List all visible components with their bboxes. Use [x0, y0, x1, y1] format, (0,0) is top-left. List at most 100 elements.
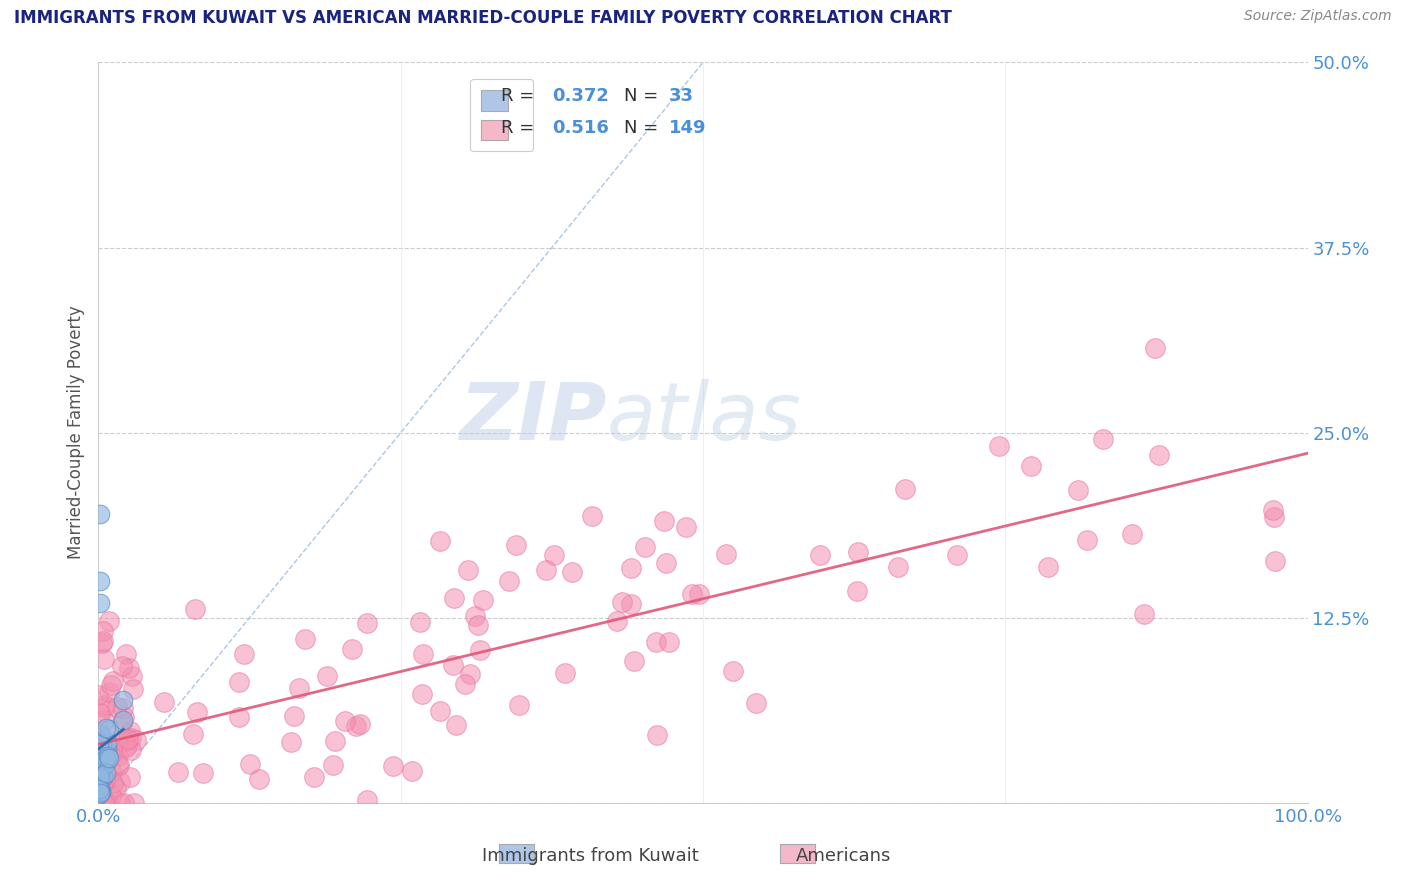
Point: [193, 766, 215, 780]
Text: R =: R =: [501, 87, 540, 104]
Point: [90, 745, 112, 759]
Point: [112, 692, 135, 706]
Point: [96, 736, 118, 750]
Point: [107, 759, 129, 773]
Point: [1091, 432, 1114, 446]
Point: [153, 695, 176, 709]
Point: [688, 587, 710, 601]
Point: [94, 721, 117, 735]
Point: [112, 734, 135, 748]
Point: [401, 764, 423, 778]
Point: [619, 561, 641, 575]
Point: [105, 780, 128, 795]
Point: [96, 796, 118, 810]
Point: [887, 560, 910, 574]
Point: [946, 549, 969, 563]
Point: [472, 593, 495, 607]
Point: [658, 635, 681, 649]
Point: [183, 602, 205, 616]
Point: [561, 566, 583, 580]
Text: Source: ZipAtlas.com: Source: ZipAtlas.com: [1244, 9, 1392, 23]
Point: [89, 706, 111, 720]
Point: [124, 796, 146, 810]
Point: [100, 747, 122, 762]
Point: [89, 596, 111, 610]
Point: [846, 583, 869, 598]
Point: [91, 634, 114, 648]
Text: 0.516: 0.516: [551, 119, 609, 136]
Point: [96, 744, 118, 758]
Point: [93, 761, 115, 775]
Point: [655, 556, 678, 570]
Point: [93, 713, 115, 727]
Point: [96, 796, 118, 810]
Point: [108, 757, 131, 772]
Point: [96, 736, 118, 750]
Point: [120, 743, 142, 757]
Point: [94, 756, 117, 771]
Point: [467, 618, 489, 632]
Point: [610, 595, 633, 609]
Point: [280, 735, 302, 749]
Point: [87, 741, 110, 756]
Point: [93, 773, 115, 788]
Point: [90, 784, 112, 798]
Point: [96, 751, 118, 765]
Point: [1036, 559, 1059, 574]
Point: [90, 757, 112, 772]
Point: [124, 733, 146, 747]
Point: [89, 727, 111, 741]
Point: [90, 730, 112, 744]
Point: [105, 699, 128, 714]
Point: [1263, 509, 1285, 524]
Point: [93, 770, 115, 784]
Point: [89, 770, 111, 784]
Point: [89, 786, 111, 800]
Point: [429, 533, 451, 548]
Point: [554, 666, 576, 681]
Point: [94, 765, 117, 780]
Point: [409, 615, 432, 629]
Point: [94, 754, 117, 768]
Point: [322, 757, 344, 772]
Point: [294, 632, 316, 646]
Point: [90, 796, 112, 810]
Point: [745, 696, 768, 710]
Point: [323, 734, 346, 748]
Text: 33: 33: [669, 87, 695, 104]
Point: [846, 545, 869, 559]
Text: IMMIGRANTS FROM KUWAIT VS AMERICAN MARRIED-COUPLE FAMILY POVERTY CORRELATION CHA: IMMIGRANTS FROM KUWAIT VS AMERICAN MARRI…: [14, 9, 952, 27]
Point: [89, 507, 111, 521]
Point: [100, 789, 122, 803]
Point: [87, 781, 110, 796]
Point: [117, 739, 139, 754]
Point: [91, 624, 114, 638]
Point: [91, 796, 114, 810]
Text: R =: R =: [501, 119, 540, 136]
Point: [381, 758, 404, 772]
Point: [652, 514, 675, 528]
Point: [498, 574, 520, 588]
Point: [675, 520, 697, 534]
Point: [1263, 502, 1285, 516]
Point: [87, 796, 110, 810]
Point: [100, 678, 122, 692]
Text: N =: N =: [624, 87, 665, 104]
Point: [1144, 341, 1167, 355]
Point: [97, 748, 120, 763]
Point: [89, 574, 111, 588]
Point: [283, 709, 305, 723]
Text: Immigrants from Kuwait: Immigrants from Kuwait: [482, 847, 699, 865]
Point: [89, 769, 111, 783]
Point: [228, 709, 250, 723]
Point: [91, 737, 114, 751]
Point: [98, 614, 121, 628]
Point: [723, 664, 745, 678]
Point: [239, 756, 262, 771]
Point: [1121, 527, 1143, 541]
Point: [340, 641, 363, 656]
Point: [91, 636, 114, 650]
Point: [1133, 607, 1156, 622]
Text: N =: N =: [624, 119, 665, 136]
Point: [186, 706, 208, 720]
